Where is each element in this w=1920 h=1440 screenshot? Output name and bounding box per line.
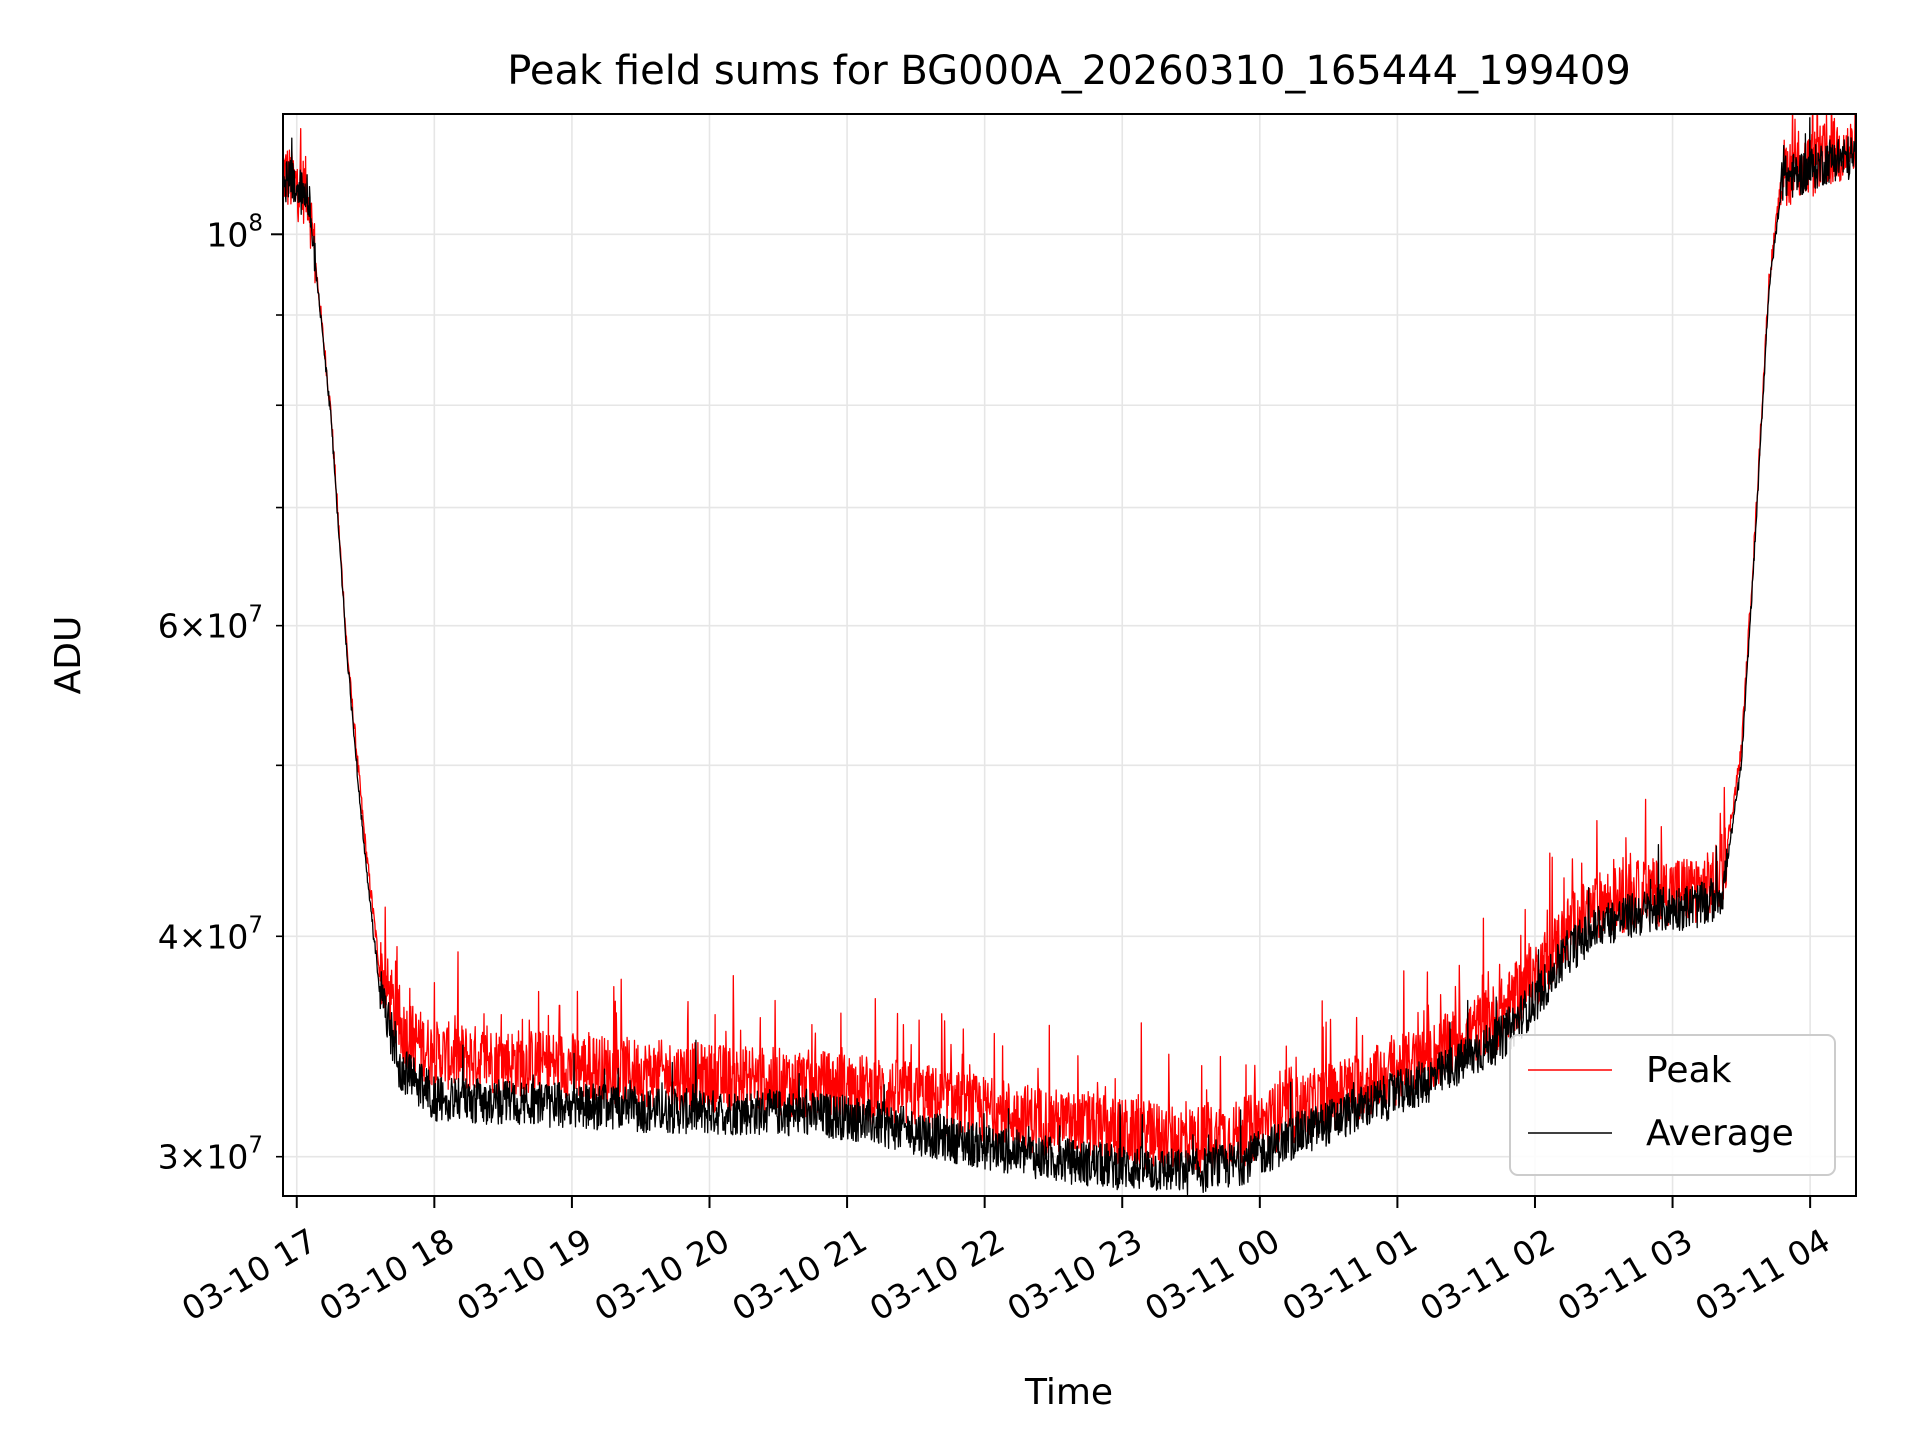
y-tick-mantissa: 6 xyxy=(158,607,179,646)
y-tick-exponent: 7 xyxy=(248,602,263,628)
legend-label-peak: Peak xyxy=(1646,1050,1732,1091)
y-axis-label: ADU xyxy=(48,616,89,695)
y-tick-base: 10 xyxy=(206,1138,248,1177)
x-axis-label: Time xyxy=(1024,1372,1113,1413)
y-tick-exponent: 7 xyxy=(248,1133,263,1159)
y-tick-exponent: 8 xyxy=(248,210,263,236)
y-tick-times-sign: × xyxy=(179,1138,207,1177)
legend: Peak Average xyxy=(1509,1034,1836,1176)
y-tick-base: 10 xyxy=(206,215,248,254)
y-tick-label: 3×107 xyxy=(158,1133,263,1177)
y-tick-label: 6×107 xyxy=(158,602,263,646)
y-tick-base: 10 xyxy=(206,917,248,956)
y-tick-label: 108 xyxy=(206,210,263,254)
y-tick-times-sign: × xyxy=(179,607,207,646)
series-layer xyxy=(283,114,1856,1196)
y-tick-mantissa: 4 xyxy=(158,917,179,956)
y-tick-mantissa: 3 xyxy=(158,1138,179,1177)
chart-title: Peak field sums for BG000A_20260310_1654… xyxy=(507,48,1631,94)
plot-area-frame xyxy=(282,113,1857,1197)
y-tick-exponent: 7 xyxy=(248,912,263,938)
series-line-average xyxy=(283,117,1856,1196)
y-tick-base: 10 xyxy=(206,607,248,646)
y-tick-times-sign: × xyxy=(179,917,207,956)
y-tick-label: 4×107 xyxy=(158,912,263,956)
legend-label-average: Average xyxy=(1646,1113,1794,1154)
